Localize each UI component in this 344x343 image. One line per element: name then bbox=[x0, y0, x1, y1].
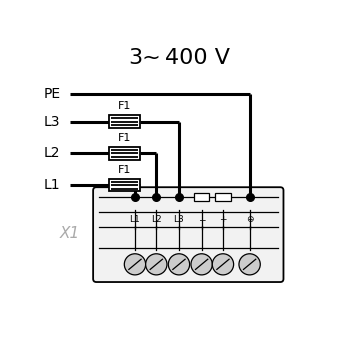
Circle shape bbox=[239, 254, 260, 275]
Text: 3~: 3~ bbox=[128, 48, 161, 68]
Text: L2: L2 bbox=[44, 146, 60, 161]
Text: L3: L3 bbox=[174, 215, 184, 224]
Text: F1: F1 bbox=[118, 165, 131, 175]
Text: L2: L2 bbox=[151, 215, 162, 224]
Text: L1: L1 bbox=[44, 178, 60, 192]
Text: F1: F1 bbox=[118, 133, 131, 143]
FancyBboxPatch shape bbox=[93, 187, 283, 282]
Text: 400 V: 400 V bbox=[165, 48, 230, 68]
Text: PE: PE bbox=[43, 87, 60, 101]
Circle shape bbox=[146, 254, 167, 275]
Bar bbox=[109, 179, 140, 191]
Bar bbox=[194, 193, 209, 201]
Text: L1: L1 bbox=[130, 215, 140, 224]
Text: ⊕: ⊕ bbox=[246, 215, 254, 224]
Circle shape bbox=[191, 254, 212, 275]
Bar bbox=[215, 193, 231, 201]
Text: X1: X1 bbox=[60, 226, 80, 241]
Text: L3: L3 bbox=[44, 115, 60, 129]
Circle shape bbox=[212, 254, 234, 275]
Bar bbox=[109, 147, 140, 160]
Text: F1: F1 bbox=[118, 102, 131, 111]
Circle shape bbox=[124, 254, 146, 275]
Bar bbox=[109, 115, 140, 128]
Text: +: + bbox=[219, 215, 227, 224]
Circle shape bbox=[168, 254, 190, 275]
Text: −: − bbox=[198, 215, 205, 224]
